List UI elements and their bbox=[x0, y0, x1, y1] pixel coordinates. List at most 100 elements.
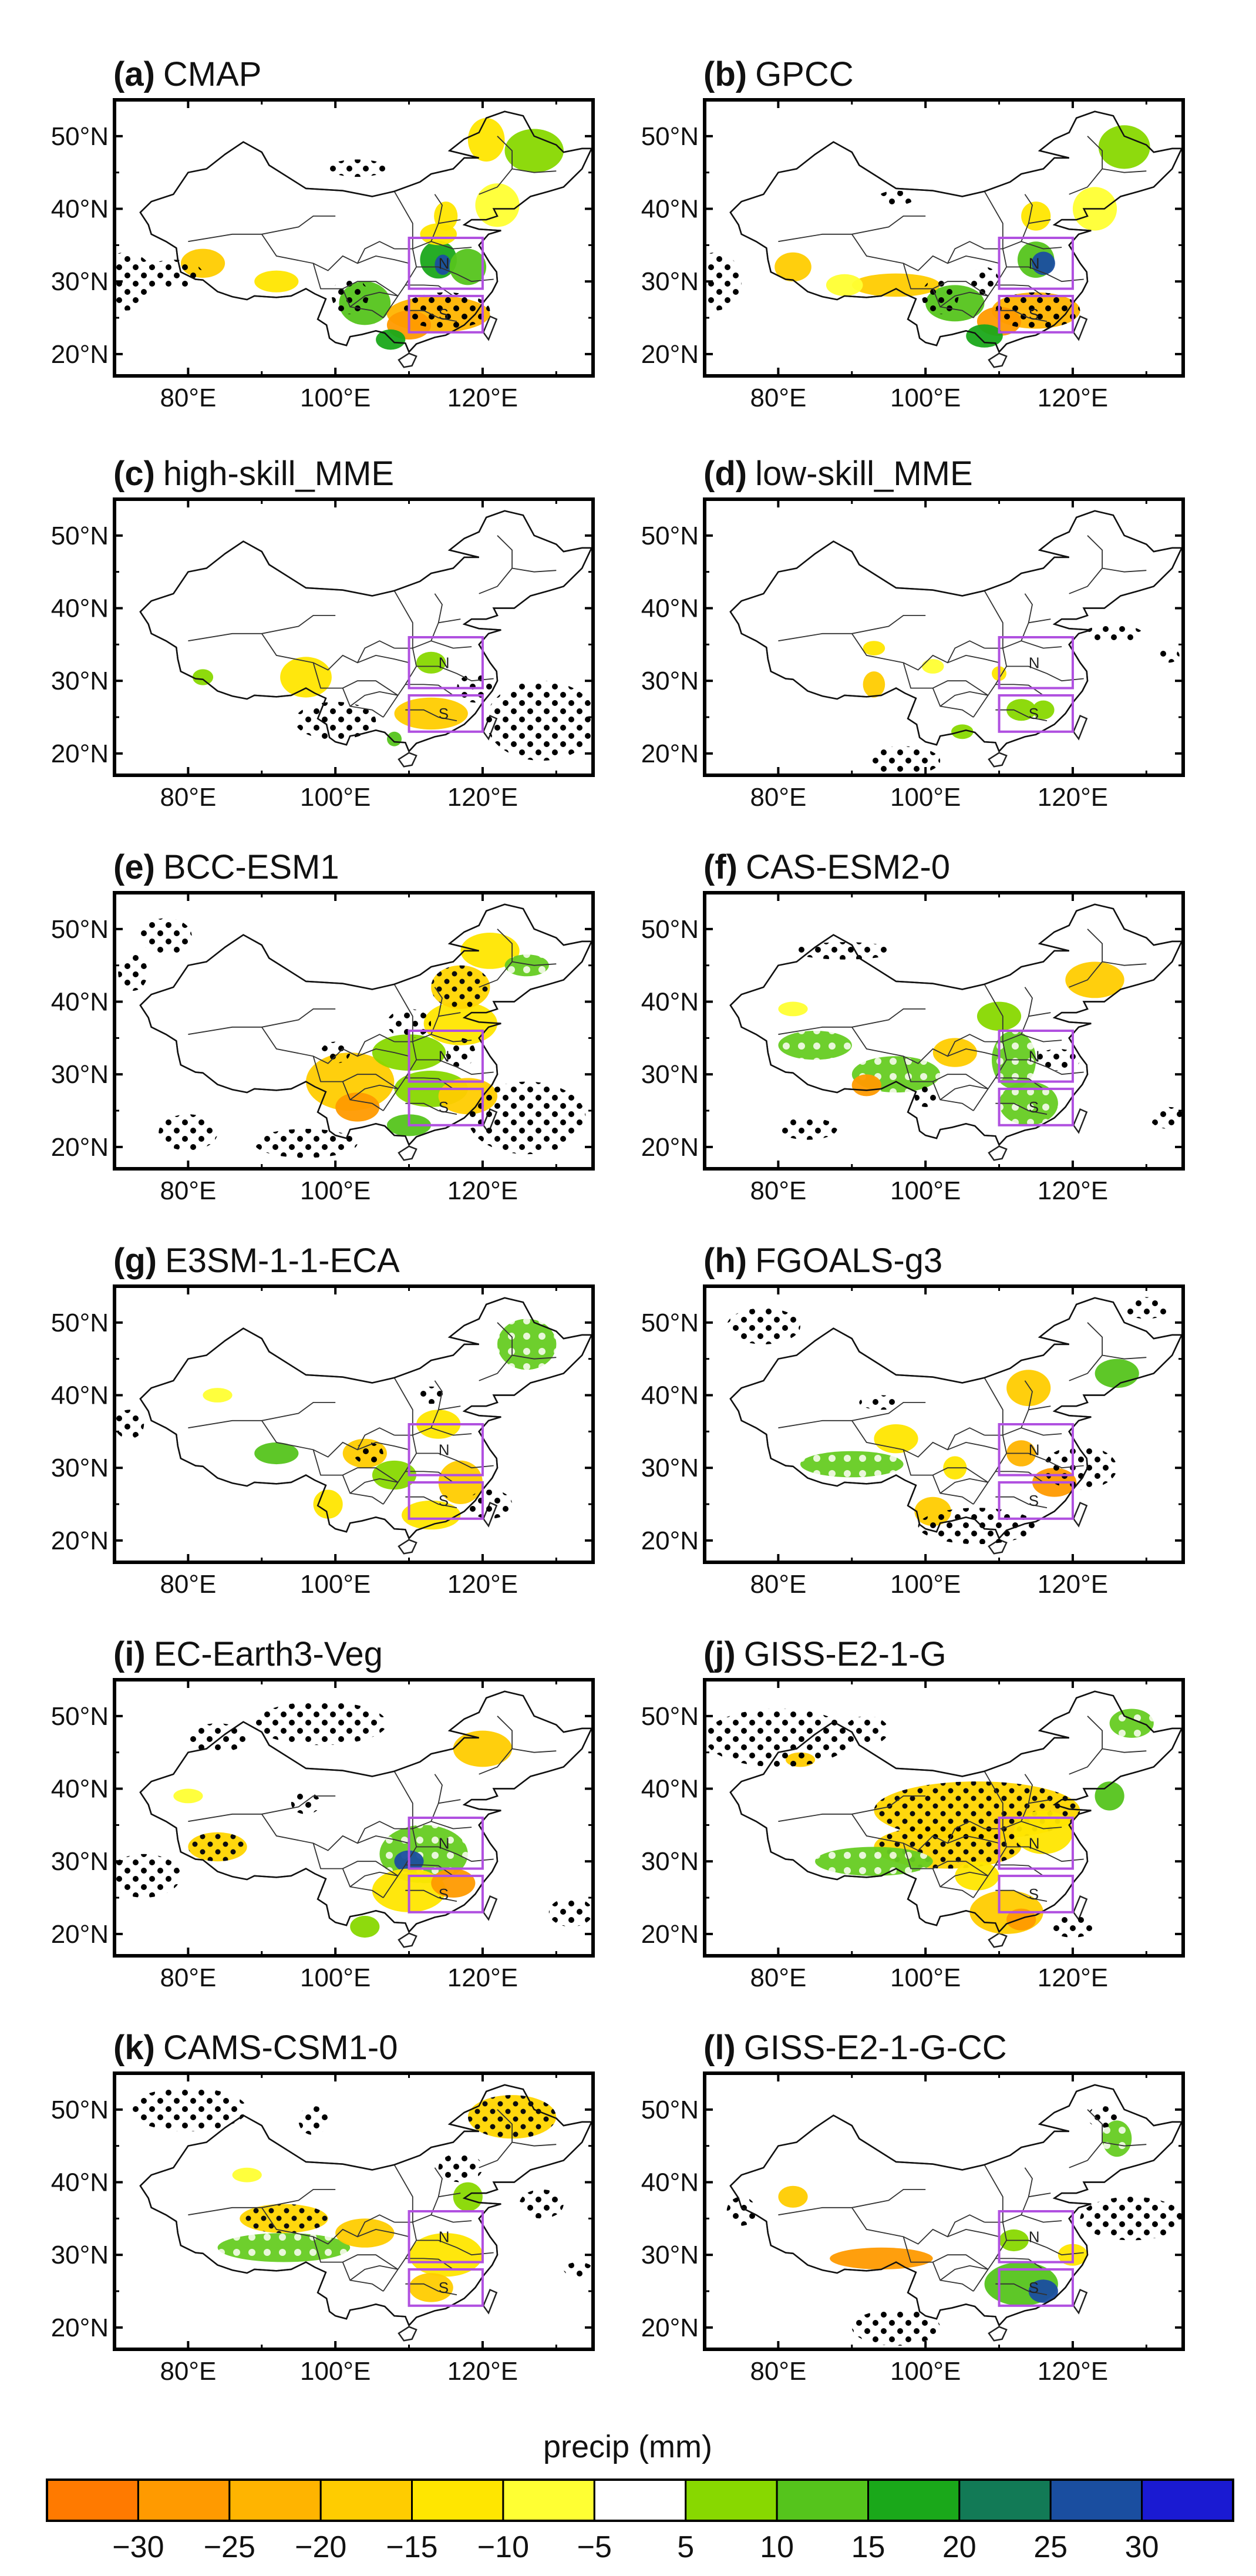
lat-tick-label: 40°N bbox=[641, 195, 699, 224]
colorbar-swatch bbox=[776, 2479, 869, 2522]
region-label: S bbox=[439, 1885, 449, 1903]
precip-anomaly-area bbox=[966, 324, 1003, 348]
colorbar-swatch bbox=[46, 2479, 139, 2522]
hainan-outline bbox=[988, 1932, 1008, 1948]
south-region-box bbox=[998, 1087, 1074, 1126]
region-label: N bbox=[1029, 254, 1040, 272]
precip-anomaly-area bbox=[826, 274, 863, 296]
province-boundary bbox=[188, 216, 336, 243]
precip-anomaly-area bbox=[254, 1442, 299, 1465]
panel-label: (b) bbox=[703, 55, 747, 93]
lon-tick-label: 100°E bbox=[890, 1570, 961, 1599]
china-outline bbox=[729, 903, 1183, 1146]
precip-anomaly-area bbox=[1065, 961, 1124, 998]
map-area: NS bbox=[705, 110, 1183, 368]
province-boundary bbox=[416, 1846, 494, 1862]
precip-anomaly-area bbox=[863, 641, 885, 655]
south-region-box bbox=[998, 1481, 1074, 1520]
province-boundary bbox=[1006, 1452, 1084, 1469]
significance-stipple bbox=[1080, 2197, 1183, 2241]
hainan-outline bbox=[398, 2326, 417, 2342]
panel-name: CAS-ESM2-0 bbox=[746, 848, 950, 886]
lon-tick-label: 100°E bbox=[300, 384, 371, 412]
province-boundary bbox=[995, 1864, 1044, 1876]
province-boundary bbox=[312, 1843, 384, 1898]
precip-anomaly-area bbox=[335, 1092, 380, 1122]
province-boundary bbox=[312, 263, 384, 318]
significance-stipple bbox=[291, 1792, 321, 1814]
province-boundary bbox=[430, 1774, 443, 1822]
province-boundary bbox=[342, 1861, 399, 1876]
province-boundary bbox=[903, 263, 974, 318]
province-boundary bbox=[1028, 2192, 1051, 2198]
province-boundary bbox=[851, 1027, 985, 1064]
colorbar-swatch bbox=[319, 2479, 413, 2522]
significance-stipple bbox=[295, 702, 376, 740]
panel-title: (e) BCC-ESM1 bbox=[113, 848, 339, 886]
map-frame bbox=[703, 497, 1185, 777]
province-boundary bbox=[932, 1467, 989, 1483]
province-boundary bbox=[412, 1821, 472, 1830]
map-frame bbox=[113, 2071, 595, 2351]
precip-anomaly-area bbox=[467, 117, 505, 162]
province-boundary bbox=[405, 1471, 454, 1483]
province-boundary bbox=[511, 567, 557, 573]
panel-name: EC-Earth3-Veg bbox=[154, 1635, 383, 1673]
hainan-outline bbox=[398, 1932, 417, 1948]
precip-anomaly-area bbox=[453, 1730, 513, 1767]
province-boundary bbox=[261, 633, 395, 671]
province-boundary bbox=[393, 1771, 413, 1829]
province-boundary bbox=[1002, 1034, 1062, 1042]
province-boundary bbox=[412, 1034, 472, 1042]
map-frame bbox=[703, 2071, 1185, 2351]
lat-tick-label: 40°N bbox=[51, 2168, 109, 2197]
province-boundary bbox=[438, 1799, 461, 1804]
region-label: S bbox=[439, 305, 449, 323]
precip-anomaly-area bbox=[1028, 2279, 1058, 2303]
precip-anomaly-area bbox=[999, 1081, 1058, 1125]
precip-anomaly-area bbox=[1006, 1370, 1051, 1407]
panel-title: (l) GISS-E2-1-G-CC bbox=[703, 2029, 1007, 2067]
precip-anomaly-area bbox=[217, 2233, 351, 2262]
panel-title: (c) high-skill_MME bbox=[113, 455, 394, 493]
province-boundary bbox=[947, 1835, 999, 1844]
lon-tick-label: 80°E bbox=[750, 1176, 806, 1205]
lon-tick-label: 100°E bbox=[300, 1176, 371, 1205]
province-boundary bbox=[430, 987, 443, 1035]
province-boundary bbox=[932, 1861, 989, 1876]
province-boundary bbox=[261, 234, 395, 271]
lat-tick-label: 40°N bbox=[51, 594, 109, 623]
province-boundary bbox=[984, 191, 1004, 249]
lat-tick-label: 50°N bbox=[51, 522, 109, 550]
taiwan-outline bbox=[1072, 2288, 1088, 2315]
precip-anomaly-area bbox=[173, 1788, 203, 1804]
province-boundary bbox=[778, 1008, 926, 1035]
province-boundary bbox=[412, 2214, 472, 2223]
precip-anomaly-area bbox=[921, 659, 944, 674]
map-area: NS bbox=[115, 1690, 593, 1948]
hainan-outline bbox=[988, 1145, 1008, 1161]
province-boundary bbox=[1028, 1799, 1051, 1804]
province-boundary bbox=[940, 2265, 988, 2281]
precip-anomaly-area bbox=[932, 1038, 977, 1067]
province-boundary bbox=[1006, 665, 1084, 682]
precip-anomaly-area bbox=[453, 2182, 483, 2211]
province-boundary bbox=[349, 1084, 398, 1101]
precip-anomaly-area bbox=[1102, 2120, 1132, 2157]
province-boundary bbox=[903, 663, 974, 718]
map-frame bbox=[703, 1678, 1185, 1958]
north-region-box bbox=[998, 1030, 1074, 1083]
province-boundary bbox=[412, 640, 472, 649]
significance-stipple bbox=[914, 1085, 937, 1107]
north-region-box bbox=[408, 1817, 484, 1870]
map-frame bbox=[703, 1284, 1185, 1564]
colorbar-tick-label: 5 bbox=[677, 2530, 694, 2564]
precip-anomaly-area bbox=[431, 965, 490, 1009]
region-label: N bbox=[439, 1047, 450, 1065]
lon-tick-label: 120°E bbox=[1038, 783, 1108, 812]
precip-anomaly-area bbox=[504, 129, 564, 173]
province-boundary bbox=[995, 2283, 1048, 2296]
